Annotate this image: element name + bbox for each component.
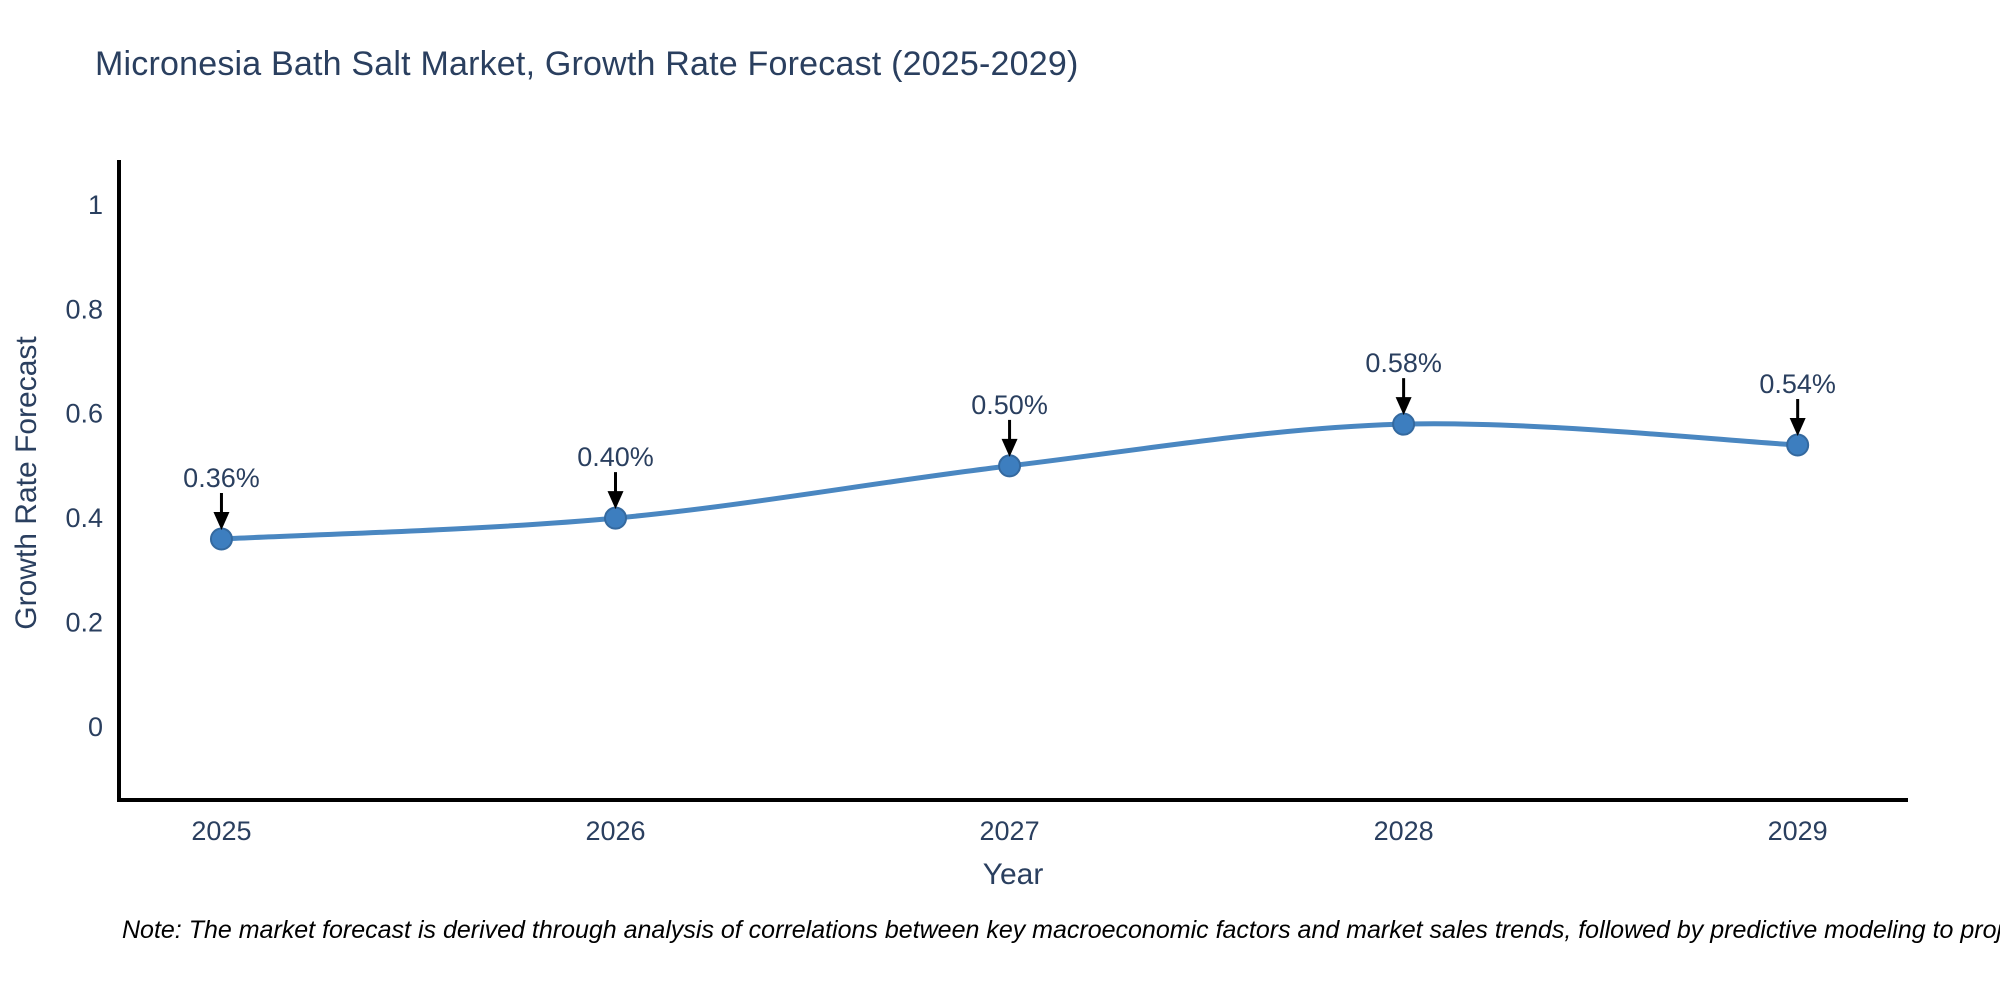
x-tick-label: 2026 <box>585 816 645 846</box>
annotation-label: 0.36% <box>183 463 260 493</box>
annotation-arrowhead-icon <box>607 491 624 510</box>
annotation-arrowhead-icon <box>1789 418 1806 437</box>
data-point-marker[interactable] <box>604 506 628 530</box>
y-tick-label: 0.4 <box>65 503 103 533</box>
annotation-label: 0.50% <box>971 390 1048 420</box>
annotation-label: 0.40% <box>577 442 654 472</box>
y-tick-label: 1 <box>88 190 103 220</box>
y-axis-title: Growth Rate Forecast <box>10 336 43 630</box>
y-tick-label: 0 <box>88 712 103 742</box>
data-point-marker[interactable] <box>998 454 1022 478</box>
x-tick-label: 2029 <box>1768 816 1828 846</box>
annotation-label: 0.58% <box>1365 348 1442 378</box>
annotation-arrowhead-icon <box>1395 397 1412 416</box>
x-tick-label: 2027 <box>980 816 1040 846</box>
chart-title: Micronesia Bath Salt Market, Growth Rate… <box>95 45 1079 83</box>
y-tick-label: 0.6 <box>65 399 103 429</box>
annotation-arrowhead-icon <box>213 511 230 530</box>
annotation-label: 0.54% <box>1759 369 1836 399</box>
x-tick-label: 2025 <box>191 816 251 846</box>
x-tick-label: 2028 <box>1374 816 1434 846</box>
y-tick-label: 0.8 <box>65 294 103 324</box>
chart-note: Note: The market forecast is derived thr… <box>122 916 2000 944</box>
annotation-arrowhead-icon <box>1001 438 1018 457</box>
data-point-marker[interactable] <box>1392 412 1416 436</box>
x-axis-title: Year <box>982 858 1044 891</box>
y-tick-label: 0.2 <box>65 608 103 638</box>
data-point-marker[interactable] <box>1786 433 1810 457</box>
data-point-marker[interactable] <box>209 527 233 551</box>
